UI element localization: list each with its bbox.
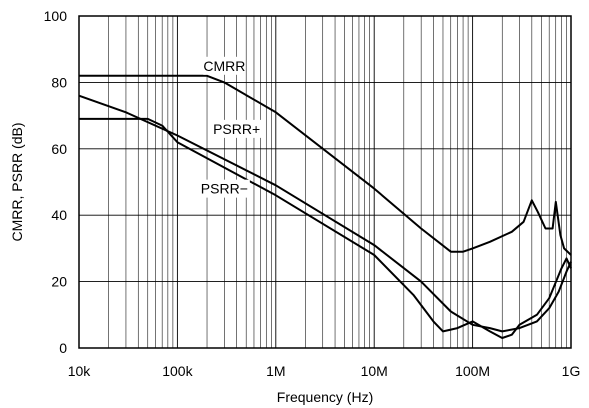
tick-labels: 10k 100k 1M 10M 100M 1G 0 20 40 60 80 100 bbox=[44, 8, 581, 379]
x-tick-label: 1G bbox=[562, 363, 581, 379]
curve-label: PSRR+ bbox=[213, 121, 260, 137]
curve-label: CMRR bbox=[203, 58, 245, 74]
y-tick-label: 100 bbox=[44, 8, 68, 24]
curves bbox=[78, 74, 572, 339]
x-tick-label: 1M bbox=[266, 363, 285, 379]
x-tick-label: 10k bbox=[68, 363, 92, 379]
x-tick-label: 10M bbox=[361, 363, 388, 379]
y-axis-title: CMRR, PSRR (dB) bbox=[9, 122, 25, 241]
series-line-psrrminus bbox=[79, 117, 572, 339]
curve-label-background bbox=[198, 179, 250, 198]
curve-label-background bbox=[211, 119, 263, 138]
y-tick-label: 20 bbox=[51, 274, 67, 290]
y-tick-label: 0 bbox=[59, 340, 67, 356]
curve-labels: CMRR PSRR+ PSRR− bbox=[198, 56, 263, 198]
y-tick-label: 40 bbox=[51, 207, 67, 223]
x-tick-label: 100k bbox=[162, 363, 193, 379]
curve-label: PSRR− bbox=[201, 181, 248, 197]
y-tick-label: 80 bbox=[51, 74, 67, 90]
x-axis-title: Frequency (Hz) bbox=[277, 389, 373, 405]
x-tick-label: 100M bbox=[455, 363, 490, 379]
y-tick-label: 60 bbox=[51, 141, 67, 157]
plot-frame bbox=[78, 15, 572, 349]
curve-label-background bbox=[203, 56, 246, 75]
series-line-cmrr bbox=[79, 74, 572, 256]
